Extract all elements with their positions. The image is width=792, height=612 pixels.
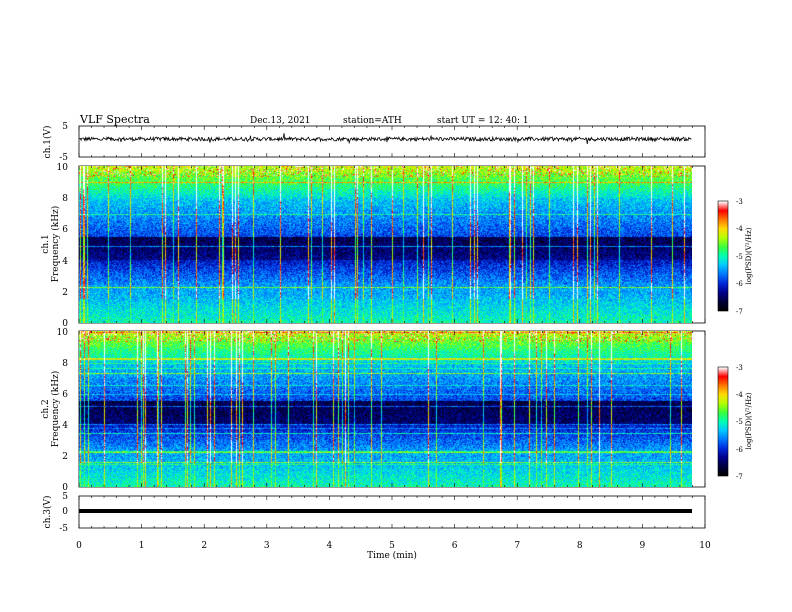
header-station: station=ATH bbox=[343, 116, 402, 126]
axis-tick-marks bbox=[78, 126, 706, 528]
xtick-8: 8 bbox=[577, 541, 583, 551]
ch1-cbar-tick-m7: -7 bbox=[736, 308, 743, 316]
xtick-2: 2 bbox=[201, 541, 207, 551]
header-start-ut: start UT = 12: 40: 1 bbox=[437, 116, 529, 126]
x-axis: 0 1 2 3 4 5 6 7 8 9 10 Time (min) bbox=[76, 541, 711, 561]
xtick-1: 1 bbox=[139, 541, 145, 551]
ch2-cbar-tick-m7: -7 bbox=[736, 473, 743, 481]
ch2-ytick-4: 4 bbox=[62, 421, 68, 431]
ch1-ytick-max: 5 bbox=[62, 122, 68, 132]
ch2-ytick-2: 2 bbox=[62, 452, 68, 462]
ch1-cbar-tick-m4: -4 bbox=[736, 225, 743, 233]
figure-title: VLF Spectra bbox=[79, 113, 150, 126]
ch2-spectrogram-ylabel-line2: Frequency (kHz) bbox=[50, 371, 61, 448]
ch1-spectrogram-ylabel-line2: Frequency (kHz) bbox=[50, 206, 61, 283]
x-axis-label: Time (min) bbox=[367, 550, 417, 561]
ch1-waveform-frame bbox=[78, 125, 706, 158]
ch1-spectrogram-image bbox=[79, 166, 692, 323]
ch2-cbar-tick-m3: -3 bbox=[736, 364, 743, 372]
ch3-ytick-max: 5 bbox=[62, 492, 68, 502]
ch1-ytick-10: 10 bbox=[57, 163, 69, 173]
xtick-0: 0 bbox=[76, 541, 82, 551]
ch1-spectrogram-ylabel-line1: ch.1 bbox=[41, 234, 51, 253]
ch1-ytick-2: 2 bbox=[62, 288, 68, 298]
header-date: Dec.13, 2021 bbox=[250, 116, 311, 126]
ch1-waveform-ylabel: ch.1(V) bbox=[42, 126, 53, 159]
ch1-ytick-8: 8 bbox=[62, 194, 68, 204]
ch2-colorbar-label: log(PSD)(V²/Hz) bbox=[745, 392, 753, 449]
ch2-cbar-tick-m4: -4 bbox=[736, 391, 743, 399]
ch1-ytick-0: 0 bbox=[62, 319, 68, 329]
ch2-spectrogram-image bbox=[79, 331, 692, 487]
ch1-spectrogram-panel: 0 2 4 6 8 10 ch.1 Frequency (kHz) -3 -4 … bbox=[41, 163, 753, 329]
xtick-10: 10 bbox=[699, 541, 711, 551]
ch1-colorbar bbox=[718, 201, 728, 311]
ch1-waveform-line bbox=[78, 133, 692, 145]
ch3-ytick-zero: 0 bbox=[62, 507, 68, 517]
ch1-ytick-min: -5 bbox=[59, 153, 68, 163]
ch2-spectrogram-panel: 0 2 4 6 8 10 ch.2 Frequency (kHz) -3 -4 … bbox=[41, 328, 753, 493]
xtick-3: 3 bbox=[264, 541, 270, 551]
ch2-ytick-10: 10 bbox=[57, 328, 69, 338]
ch2-cbar-tick-m6: -6 bbox=[736, 446, 743, 454]
ch1-ytick-6: 6 bbox=[62, 225, 68, 235]
ch2-ytick-6: 6 bbox=[62, 390, 68, 400]
ch1-cbar-tick-m5: -5 bbox=[736, 253, 743, 261]
xtick-7: 7 bbox=[514, 541, 520, 551]
xtick-5: 5 bbox=[389, 541, 395, 551]
ch3-waveform-ylabel: ch.3(V) bbox=[42, 496, 53, 529]
ch1-colorbar-frame bbox=[717, 200, 729, 312]
ch1-spectrogram-image-wrap bbox=[79, 166, 692, 323]
ch1-colorbar-wrap bbox=[718, 201, 728, 311]
ch2-colorbar-wrap bbox=[718, 367, 728, 476]
ch2-ytick-8: 8 bbox=[62, 359, 68, 369]
ch2-cbar-tick-m5: -5 bbox=[736, 418, 743, 426]
ch2-spectrogram-ylabel-line1: ch.2 bbox=[41, 399, 51, 418]
ch2-colorbar bbox=[718, 367, 728, 476]
xtick-9: 9 bbox=[640, 541, 646, 551]
ch3-ytick-min: -5 bbox=[59, 524, 68, 534]
xtick-4: 4 bbox=[327, 541, 333, 551]
ch1-cbar-tick-m6: -6 bbox=[736, 280, 743, 288]
ch2-ytick-0: 0 bbox=[62, 483, 68, 493]
xtick-6: 6 bbox=[452, 541, 458, 551]
ch1-colorbar-label: log(PSD)(V²/Hz) bbox=[745, 227, 753, 284]
ch1-ytick-4: 4 bbox=[62, 257, 68, 267]
ch1-cbar-tick-m3: -3 bbox=[736, 198, 743, 206]
ch2-spectrogram-image-wrap bbox=[79, 331, 692, 487]
ch2-colorbar-frame bbox=[717, 366, 729, 477]
